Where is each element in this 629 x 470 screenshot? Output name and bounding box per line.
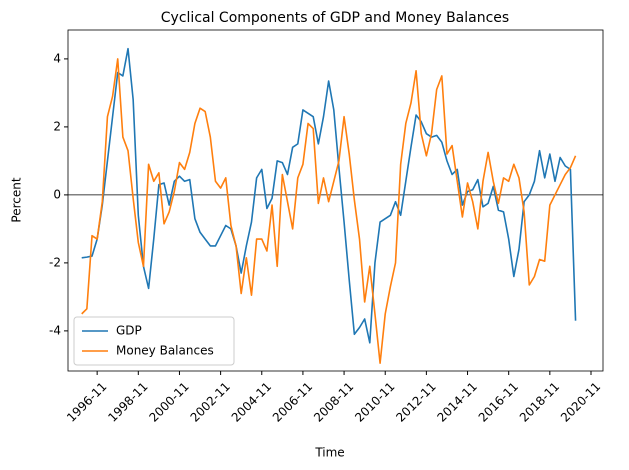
chart-title: Cyclical Components of GDP and Money Bal… — [161, 10, 509, 26]
y-tick-label: -2 — [49, 255, 61, 269]
x-tick-label: 2016-11 — [476, 379, 521, 424]
x-tick-label: 2020-11 — [558, 379, 603, 424]
legend-label: GDP — [116, 324, 142, 338]
y-tick-label: 4 — [53, 51, 61, 65]
legend: GDP Money Balances — [73, 316, 235, 366]
plot-frame — [67, 29, 604, 372]
legend-box — [73, 316, 235, 366]
x-tick-label: 2002-11 — [188, 379, 233, 424]
x-tick-label: 2012-11 — [393, 379, 438, 424]
y-tick-label: 0 — [53, 187, 61, 201]
x-axis-label: Time — [314, 446, 344, 460]
x-tick-label: 1996-11 — [64, 379, 109, 424]
x-tick-label: 2010-11 — [352, 379, 397, 424]
x-tick-label: 2014-11 — [435, 379, 480, 424]
data-line — [81, 58, 577, 364]
x-tick-label: 2000-11 — [146, 379, 191, 424]
data-line — [81, 47, 577, 344]
x-tick-label: 2018-11 — [517, 379, 562, 424]
y-tick-label: -4 — [49, 323, 61, 337]
x-tick-label: 1998-11 — [105, 379, 150, 424]
y-axis-label: Percent — [10, 177, 24, 222]
y-tick-label: 2 — [53, 119, 61, 133]
x-tick-label: 2004-11 — [229, 379, 274, 424]
x-tick-label: 2006-11 — [270, 379, 315, 424]
x-tick-label: 2008-11 — [311, 379, 356, 424]
legend-label: Money Balances — [116, 344, 214, 358]
